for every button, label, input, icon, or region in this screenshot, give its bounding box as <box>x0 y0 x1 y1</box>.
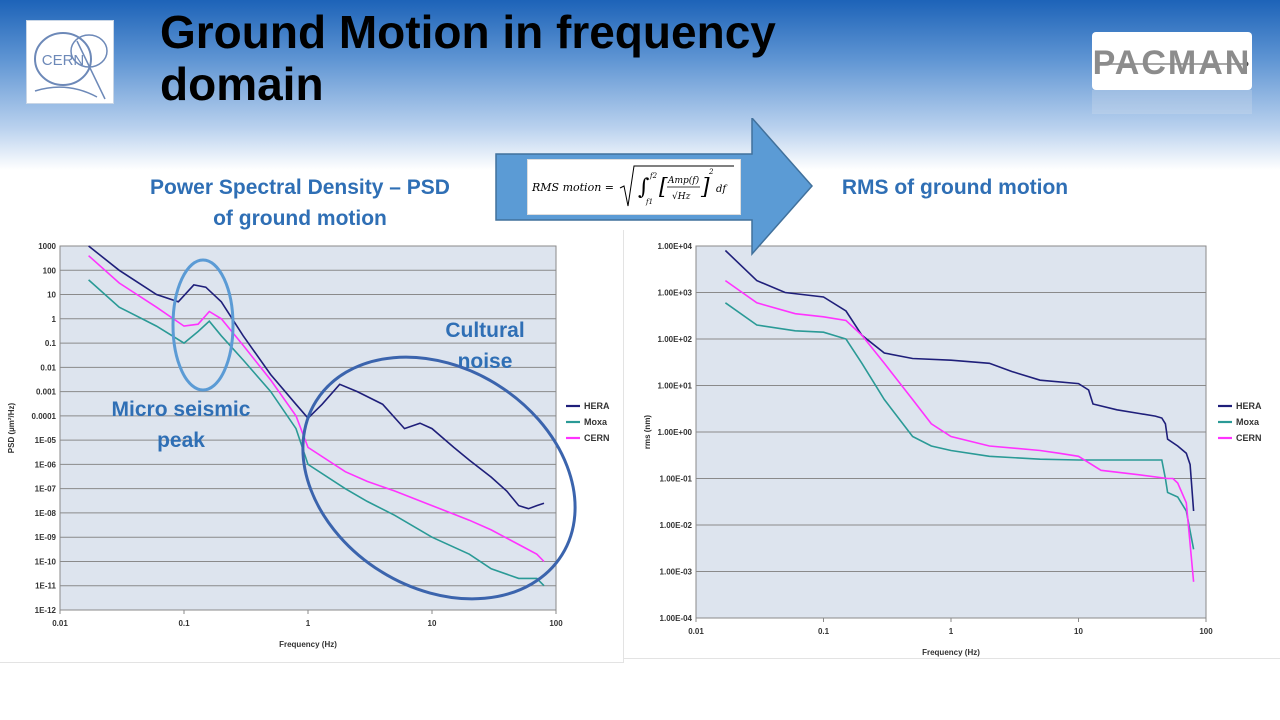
formula-denominator: √Hz <box>672 191 691 202</box>
psd-legend-label: CERN <box>584 433 610 443</box>
psd-chart: 1E-12 1E-11 1E-10 1E-09 1E-08 1E-07 1E-06 1E-05… <box>7 242 610 649</box>
cern-logo-text: CERN <box>42 52 85 69</box>
rms-series-hera <box>724 249 1195 512</box>
psd-y-tick-label: 100 <box>43 266 57 275</box>
pacman-logo-text: PACMAN <box>1093 44 1252 82</box>
formula-upper-limit: f2 <box>649 172 658 180</box>
slide-title: Ground Motion in frequency domain <box>160 6 776 110</box>
pacman-logo-reflection <box>1092 90 1252 114</box>
psd-y-tick-label: 0.0001 <box>32 412 57 421</box>
cultural-noise-line2: noise <box>457 350 513 373</box>
psd-section-title: Power Spectral Density – PSD of ground m… <box>100 172 500 234</box>
psd-legend-label: HERA <box>584 401 610 411</box>
formula-integral: ∫ <box>638 175 650 200</box>
rms-y-tick-label: 1.00E-04 <box>660 614 693 623</box>
psd-x-tick-label: 1 <box>306 619 311 628</box>
pacman-logo: PACMAN <box>1092 32 1252 90</box>
rms-chart-panel: 1.00E-04 1.00E-03 1.00E-02 1.00E-01 1.00E+00… <box>624 230 1280 659</box>
formula-lhs: RMS motion = <box>531 181 614 194</box>
psd-y-axis-label: PSD (µm²/Hz) <box>7 402 16 453</box>
psd-x-tick-label: 0.1 <box>178 619 190 628</box>
rms-series-cern <box>724 279 1195 582</box>
rms-formula: RMS motion = ∫ f2 f1 [ Amp(f) √Hz ] 2 df <box>527 159 741 215</box>
rms-y-tick-label: 1.00E+01 <box>658 382 693 391</box>
rms-x-tick-label: 100 <box>1199 627 1213 636</box>
psd-x-tick-label: 100 <box>549 619 563 628</box>
psd-y-tick-label: 1E-07 <box>35 485 57 494</box>
psd-y-tick-label: 1000 <box>38 242 56 251</box>
rms-legend-label: CERN <box>1236 433 1262 443</box>
rms-y-tick-label: 1.00E+02 <box>658 335 693 344</box>
psd-x-tick-label: 0.01 <box>52 619 68 628</box>
header-band <box>0 0 1280 170</box>
psd-legend-label: Moxa <box>584 417 608 427</box>
formula-lower-limit: f1 <box>645 198 653 206</box>
psd-chart-panel: 1E-12 1E-11 1E-10 1E-09 1E-08 1E-07 1E-06 1E-05… <box>0 230 624 663</box>
rms-y-tick-label: 1.00E+04 <box>658 242 693 251</box>
psd-y-tick-label: 1E-09 <box>35 533 57 542</box>
cultural-noise-line1: Cultural <box>445 319 525 342</box>
psd-legend: HERA Moxa CERN <box>566 401 610 443</box>
psd-section-title-line1: Power Spectral Density – PSD <box>150 176 450 199</box>
rms-legend-label: HERA <box>1236 401 1262 411</box>
psd-y-tick-label: 1E-11 <box>35 582 56 591</box>
psd-section-title-line2: of ground motion <box>213 207 387 230</box>
micro-seismic-line2: peak <box>157 429 205 452</box>
psd-y-tick-label: 1E-08 <box>35 509 57 518</box>
psd-x-tick-label: 10 <box>428 619 437 628</box>
rms-section-title: RMS of ground motion <box>841 176 1069 199</box>
psd-y-tick-label: 1E-06 <box>35 460 57 469</box>
psd-y-tick-label: 10 <box>47 291 56 300</box>
rms-x-tick-label: 10 <box>1074 627 1083 636</box>
rms-legend: HERA Moxa CERN <box>1218 401 1262 443</box>
rms-y-tick-label: 1.00E-02 <box>660 521 693 530</box>
rms-y-tick-label: 1.00E-01 <box>660 475 693 484</box>
cultural-noise-annotation: Cultural noise <box>415 315 555 377</box>
psd-y-tick-label: 0.01 <box>40 363 56 372</box>
psd-x-axis-label: Frequency (Hz) <box>279 640 337 649</box>
psd-y-tick-label: 0.001 <box>36 388 57 397</box>
micro-seismic-annotation: Micro seismic peak <box>100 394 262 456</box>
formula-numerator: Amp(f) <box>667 175 700 186</box>
formula-differential: df <box>716 184 728 195</box>
rms-chart: 1.00E-04 1.00E-03 1.00E-02 1.00E-01 1.00E+00… <box>643 242 1262 657</box>
formula-close-bracket: ] <box>700 175 710 200</box>
cern-logo: CERN <box>26 20 114 104</box>
formula-exponent: 2 <box>708 168 714 176</box>
psd-y-tick-label: 1E-05 <box>35 436 57 445</box>
rms-x-tick-label: 0.01 <box>688 627 704 636</box>
rms-x-axis-label: Frequency (Hz) <box>922 648 980 657</box>
rms-legend-label: Moxa <box>1236 417 1260 427</box>
rms-x-tick-label: 0.1 <box>818 627 830 636</box>
psd-y-tick-label: 1E-10 <box>35 557 57 566</box>
psd-y-tick-label: 1E-12 <box>35 606 57 615</box>
rms-series-moxa <box>724 302 1195 550</box>
rms-y-tick-label: 1.00E+03 <box>658 289 693 298</box>
rms-y-tick-label: 1.00E-03 <box>660 568 693 577</box>
formula-open-bracket: [ <box>659 175 668 200</box>
psd-y-tick-label: 0.1 <box>45 339 57 348</box>
psd-y-tick-label: 1 <box>52 315 57 324</box>
rms-y-axis-label: rms (nm) <box>643 415 652 450</box>
rms-x-tick-label: 1 <box>949 627 954 636</box>
micro-seismic-line1: Micro seismic <box>111 398 251 421</box>
rms-y-tick-label: 1.00E+00 <box>658 428 693 437</box>
